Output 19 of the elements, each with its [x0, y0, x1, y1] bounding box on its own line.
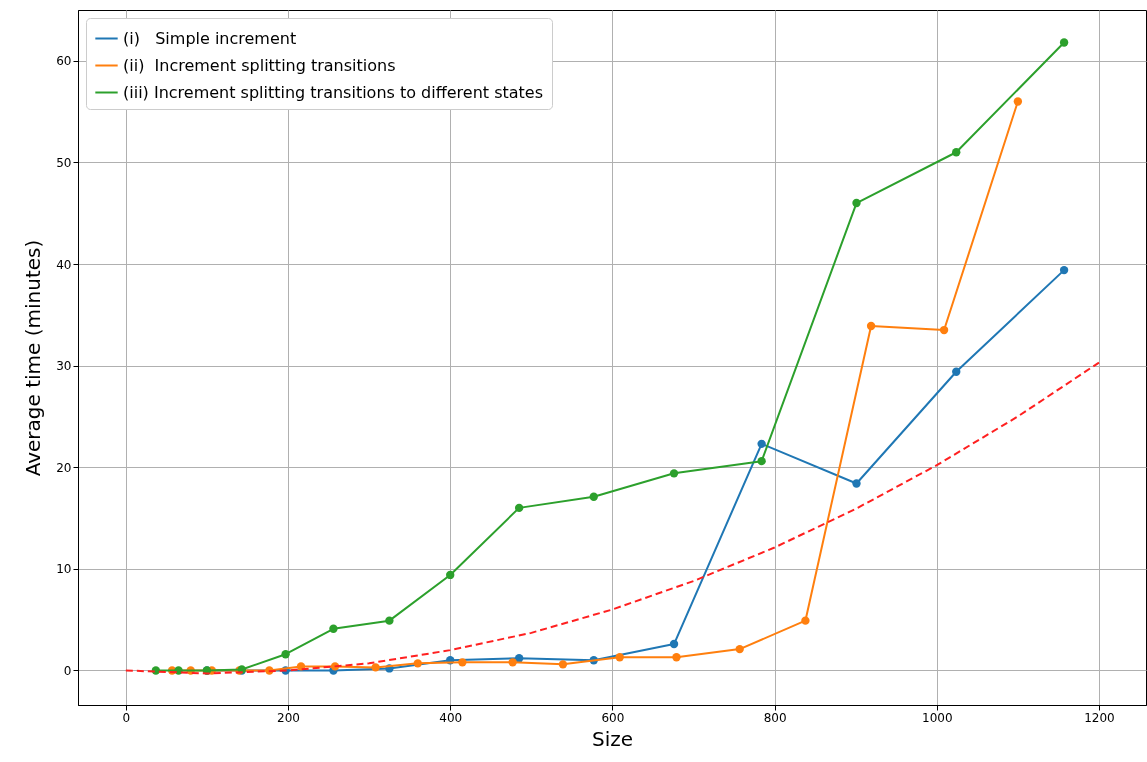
x-tick-label: 400	[439, 710, 463, 725]
legend-label: (i) Simple increment	[123, 28, 297, 48]
x-axis-title: Size	[591, 726, 634, 751]
y-tick-label: 40	[56, 257, 72, 272]
x-tick-label: 200	[277, 710, 300, 725]
y-axis-title: Average time (minutes)	[21, 239, 46, 477]
x-tick-label: 600	[601, 710, 625, 725]
legend-label: (ii) Increment splitting transitions	[123, 55, 396, 75]
x-tick-label: 800	[763, 710, 787, 725]
y-tick-label: 60	[56, 54, 72, 69]
x-tick-label: 1000	[922, 710, 953, 725]
legend-label: (iii) Increment splitting transitions to different states	[123, 82, 544, 102]
y-tick-label: 20	[56, 460, 72, 475]
y-tick-label: 30	[56, 359, 72, 374]
y-tick-label: 10	[56, 562, 72, 577]
y-tick-label: 50	[56, 155, 72, 170]
y-tick-label: 0	[63, 663, 72, 678]
x-tick-label: 0	[122, 710, 131, 725]
x-tick-label: 1200	[1084, 710, 1115, 725]
